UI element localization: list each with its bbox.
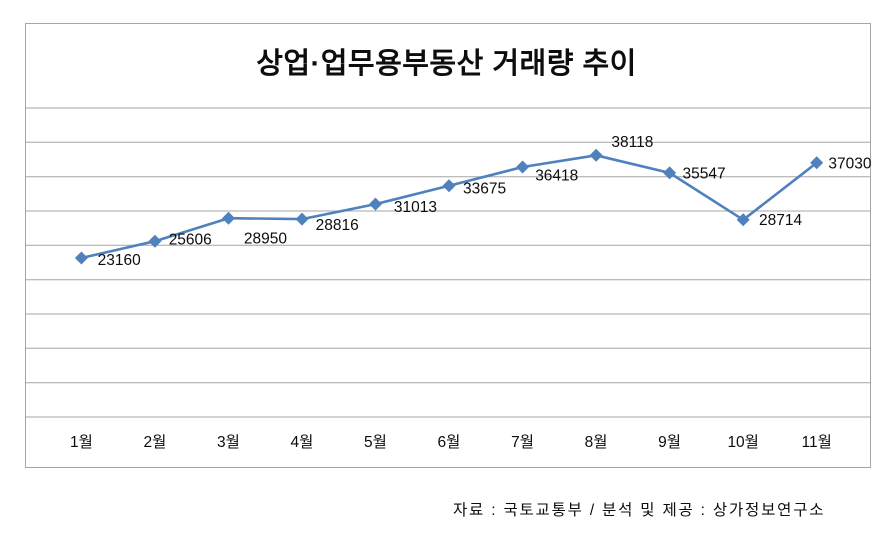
svg-text:9월: 9월 (658, 433, 681, 451)
svg-text:1월: 1월 (70, 433, 93, 451)
svg-text:2월: 2월 (143, 433, 166, 451)
svg-text:23160: 23160 (98, 252, 141, 269)
svg-text:36418: 36418 (535, 168, 578, 185)
svg-text:28816: 28816 (316, 217, 359, 234)
svg-text:25606: 25606 (169, 231, 212, 248)
svg-text:37030: 37030 (828, 155, 871, 172)
svg-text:28714: 28714 (759, 212, 802, 229)
svg-text:8월: 8월 (585, 433, 608, 451)
svg-text:3월: 3월 (217, 433, 240, 451)
svg-text:11월: 11월 (802, 433, 832, 451)
svg-text:28950: 28950 (244, 231, 287, 248)
svg-text:35547: 35547 (683, 165, 726, 182)
svg-text:6월: 6월 (438, 433, 461, 451)
svg-text:5월: 5월 (364, 433, 387, 451)
svg-text:31013: 31013 (394, 199, 437, 216)
svg-text:38118: 38118 (611, 134, 653, 151)
svg-text:10월: 10월 (727, 433, 759, 451)
svg-text:33675: 33675 (463, 181, 506, 198)
svg-text:7월: 7월 (511, 433, 534, 451)
svg-text:4월: 4월 (291, 433, 314, 451)
